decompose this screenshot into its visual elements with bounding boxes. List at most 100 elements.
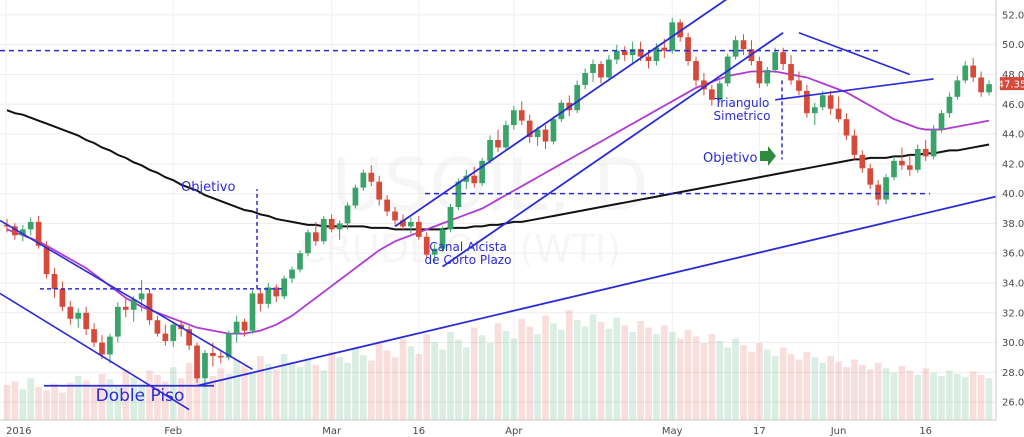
candle <box>906 154 913 176</box>
candle <box>27 217 34 236</box>
volume-bar <box>185 362 193 420</box>
candle-body <box>859 154 866 169</box>
volume-bar <box>352 347 359 420</box>
candle-body <box>225 333 232 358</box>
candle-body <box>606 59 612 78</box>
volume-bar <box>890 372 898 420</box>
candle-body <box>471 175 478 184</box>
volume-bar <box>43 390 50 420</box>
volume-bar <box>193 371 201 420</box>
volume-bar <box>518 318 526 420</box>
candle <box>289 266 295 283</box>
candle <box>693 56 699 87</box>
candle <box>574 80 581 114</box>
candle <box>859 150 866 173</box>
volume-bar <box>898 366 906 420</box>
volume-bar <box>431 341 438 420</box>
volume-bar <box>296 367 304 420</box>
candle-body <box>122 306 129 310</box>
volume-bar <box>771 356 779 420</box>
candle-body <box>376 181 383 200</box>
candle-body <box>328 218 335 230</box>
volume-bar <box>621 325 629 420</box>
candle-body <box>415 221 422 237</box>
volume-bar <box>360 355 367 420</box>
candle <box>107 333 113 364</box>
candle-body <box>51 274 58 289</box>
candle <box>946 92 953 118</box>
candle <box>606 55 612 81</box>
volume-bar <box>843 367 850 420</box>
volume-bar <box>660 325 668 420</box>
annotation-canal-line2: de Corto Plazo <box>425 253 512 267</box>
candle-body <box>170 324 177 342</box>
volume-bar <box>312 365 320 420</box>
candle <box>629 41 636 63</box>
volume-bar <box>645 327 652 420</box>
volume-bar <box>35 387 42 420</box>
volume-bar <box>74 376 82 420</box>
volume-bar <box>985 378 993 420</box>
volume-bar <box>217 368 225 420</box>
volume-bar <box>977 374 985 420</box>
candle-body <box>384 199 390 212</box>
candle <box>336 220 343 240</box>
candle <box>305 229 311 257</box>
candle <box>471 166 478 188</box>
last-price-marker: 47.35 <box>998 77 1024 91</box>
candle-body <box>431 248 438 255</box>
candle <box>162 324 169 346</box>
volume-bar <box>486 343 494 420</box>
candle-body <box>241 321 248 331</box>
volume-bar <box>866 369 874 420</box>
candle-body <box>12 226 18 236</box>
triangle-lower <box>775 78 934 101</box>
candle <box>922 140 929 161</box>
volume-bar <box>613 317 621 420</box>
candle <box>542 125 549 149</box>
volume-bar <box>922 368 930 420</box>
candle-body <box>550 119 557 142</box>
volume-bar <box>320 370 328 420</box>
y-tick-label: 36.00 <box>1002 249 1024 260</box>
volume-bar <box>82 380 90 420</box>
volume-bar <box>597 322 605 420</box>
candle <box>938 110 945 133</box>
channel-up-lower <box>442 32 784 268</box>
y-tick-label: 32.00 <box>1002 308 1024 319</box>
moving-average-short-line <box>6 70 990 335</box>
volume-bar <box>653 334 660 420</box>
candle-body <box>732 40 739 57</box>
volume-bar <box>558 329 565 420</box>
channel-up-upper <box>394 0 728 228</box>
volume-bar <box>11 381 19 420</box>
volume-bar <box>589 314 597 420</box>
candle-body <box>804 90 810 114</box>
candle-body <box>320 218 327 242</box>
candle <box>83 306 90 336</box>
candle <box>91 323 97 348</box>
volume-bar <box>3 384 11 420</box>
candle-body <box>756 61 763 84</box>
volume-bar <box>954 373 961 420</box>
volume-bar <box>225 373 233 420</box>
volume-bar <box>851 359 858 420</box>
candle <box>708 84 715 106</box>
candle-body <box>91 329 97 343</box>
candle <box>376 175 383 206</box>
candle-body <box>400 220 406 227</box>
y-tick-label: 30.00 <box>1002 338 1024 349</box>
candle <box>827 90 834 115</box>
volume-bar <box>494 323 502 420</box>
candle-body <box>67 306 74 319</box>
candle-body <box>138 293 145 300</box>
volume-bar <box>66 382 74 420</box>
candle-body <box>479 160 486 184</box>
candle <box>740 34 747 56</box>
annotation-doble-piso: Doble Piso <box>96 386 185 406</box>
arrow-right-icon <box>760 146 776 166</box>
candle-body <box>59 288 66 307</box>
candle <box>194 342 200 383</box>
volume-bar <box>272 369 280 420</box>
volume-bar <box>803 351 811 420</box>
